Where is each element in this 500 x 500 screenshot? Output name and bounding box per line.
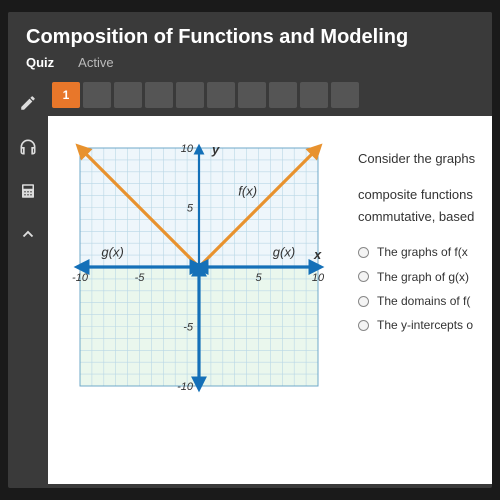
question-tab-1[interactable]: 1 [52,82,80,108]
svg-text:-10: -10 [177,381,194,393]
answer-option[interactable]: The graph of g(x) [358,267,475,287]
question-tab-5[interactable] [176,82,204,108]
headphones-icon[interactable] [17,136,39,158]
graph: -10 -5 5 10 -10 -5 5 10 y x f(x) g(x) g(x) [62,130,336,404]
collapse-icon[interactable] [17,224,39,246]
svg-text:-10: -10 [72,272,89,284]
svg-text:5: 5 [255,272,262,284]
question-tab-2[interactable] [83,82,111,108]
question-tab-8[interactable] [269,82,297,108]
question-tab-4[interactable] [145,82,173,108]
option-label: The y-intercepts o [377,315,473,335]
question-tabs: 1 [48,78,492,116]
prompt-line: commutative, based [358,206,475,228]
page-title: Composition of Functions and Modeling [26,26,474,49]
header: Composition of Functions and Modeling Qu… [8,12,492,78]
radio-icon[interactable] [358,320,369,331]
prompt-line: Consider the graphs [358,148,475,170]
question-tab-7[interactable] [238,82,266,108]
option-label: The domains of f( [377,291,470,311]
option-label: The graph of g(x) [377,267,469,287]
question-tab-3[interactable] [114,82,142,108]
pencil-icon[interactable] [17,92,39,114]
calculator-icon[interactable] [17,180,39,202]
option-label: The graphs of f(x [377,242,468,262]
question-tab-6[interactable] [207,82,235,108]
answer-option[interactable]: The domains of f( [358,291,475,311]
radio-icon[interactable] [358,271,369,282]
svg-text:x: x [313,247,322,262]
svg-text:10: 10 [181,143,194,155]
svg-text:f(x): f(x) [238,184,257,199]
question-tab-10[interactable] [331,82,359,108]
active-label: Active [78,55,113,70]
question-text: Consider the graphs composite functions … [336,130,475,484]
answer-options: The graphs of f(x The graph of g(x) The do… [358,242,475,336]
main-area: 1 -10 -5 5 10 -10 -5 5 10 y x f(x) g(x) g(x) Conside… [48,78,492,484]
quiz-label: Quiz [26,55,54,70]
svg-text:5: 5 [187,203,194,215]
svg-text:y: y [211,142,220,157]
prompt-line: composite functions [358,184,475,206]
left-toolbar [8,78,48,484]
answer-option[interactable]: The graphs of f(x [358,242,475,262]
subhead: Quiz Active [26,55,474,70]
quiz-window: Composition of Functions and Modeling Qu… [8,12,492,488]
radio-icon[interactable] [358,247,369,258]
svg-text:g(x): g(x) [273,244,295,259]
svg-text:10: 10 [312,272,325,284]
answer-option[interactable]: The y-intercepts o [358,315,475,335]
svg-text:-5: -5 [183,322,194,334]
content-panel: -10 -5 5 10 -10 -5 5 10 y x f(x) g(x) g(x) Consider … [48,116,492,484]
svg-text:-5: -5 [135,272,146,284]
svg-text:g(x): g(x) [101,244,123,259]
radio-icon[interactable] [358,296,369,307]
question-tab-9[interactable] [300,82,328,108]
